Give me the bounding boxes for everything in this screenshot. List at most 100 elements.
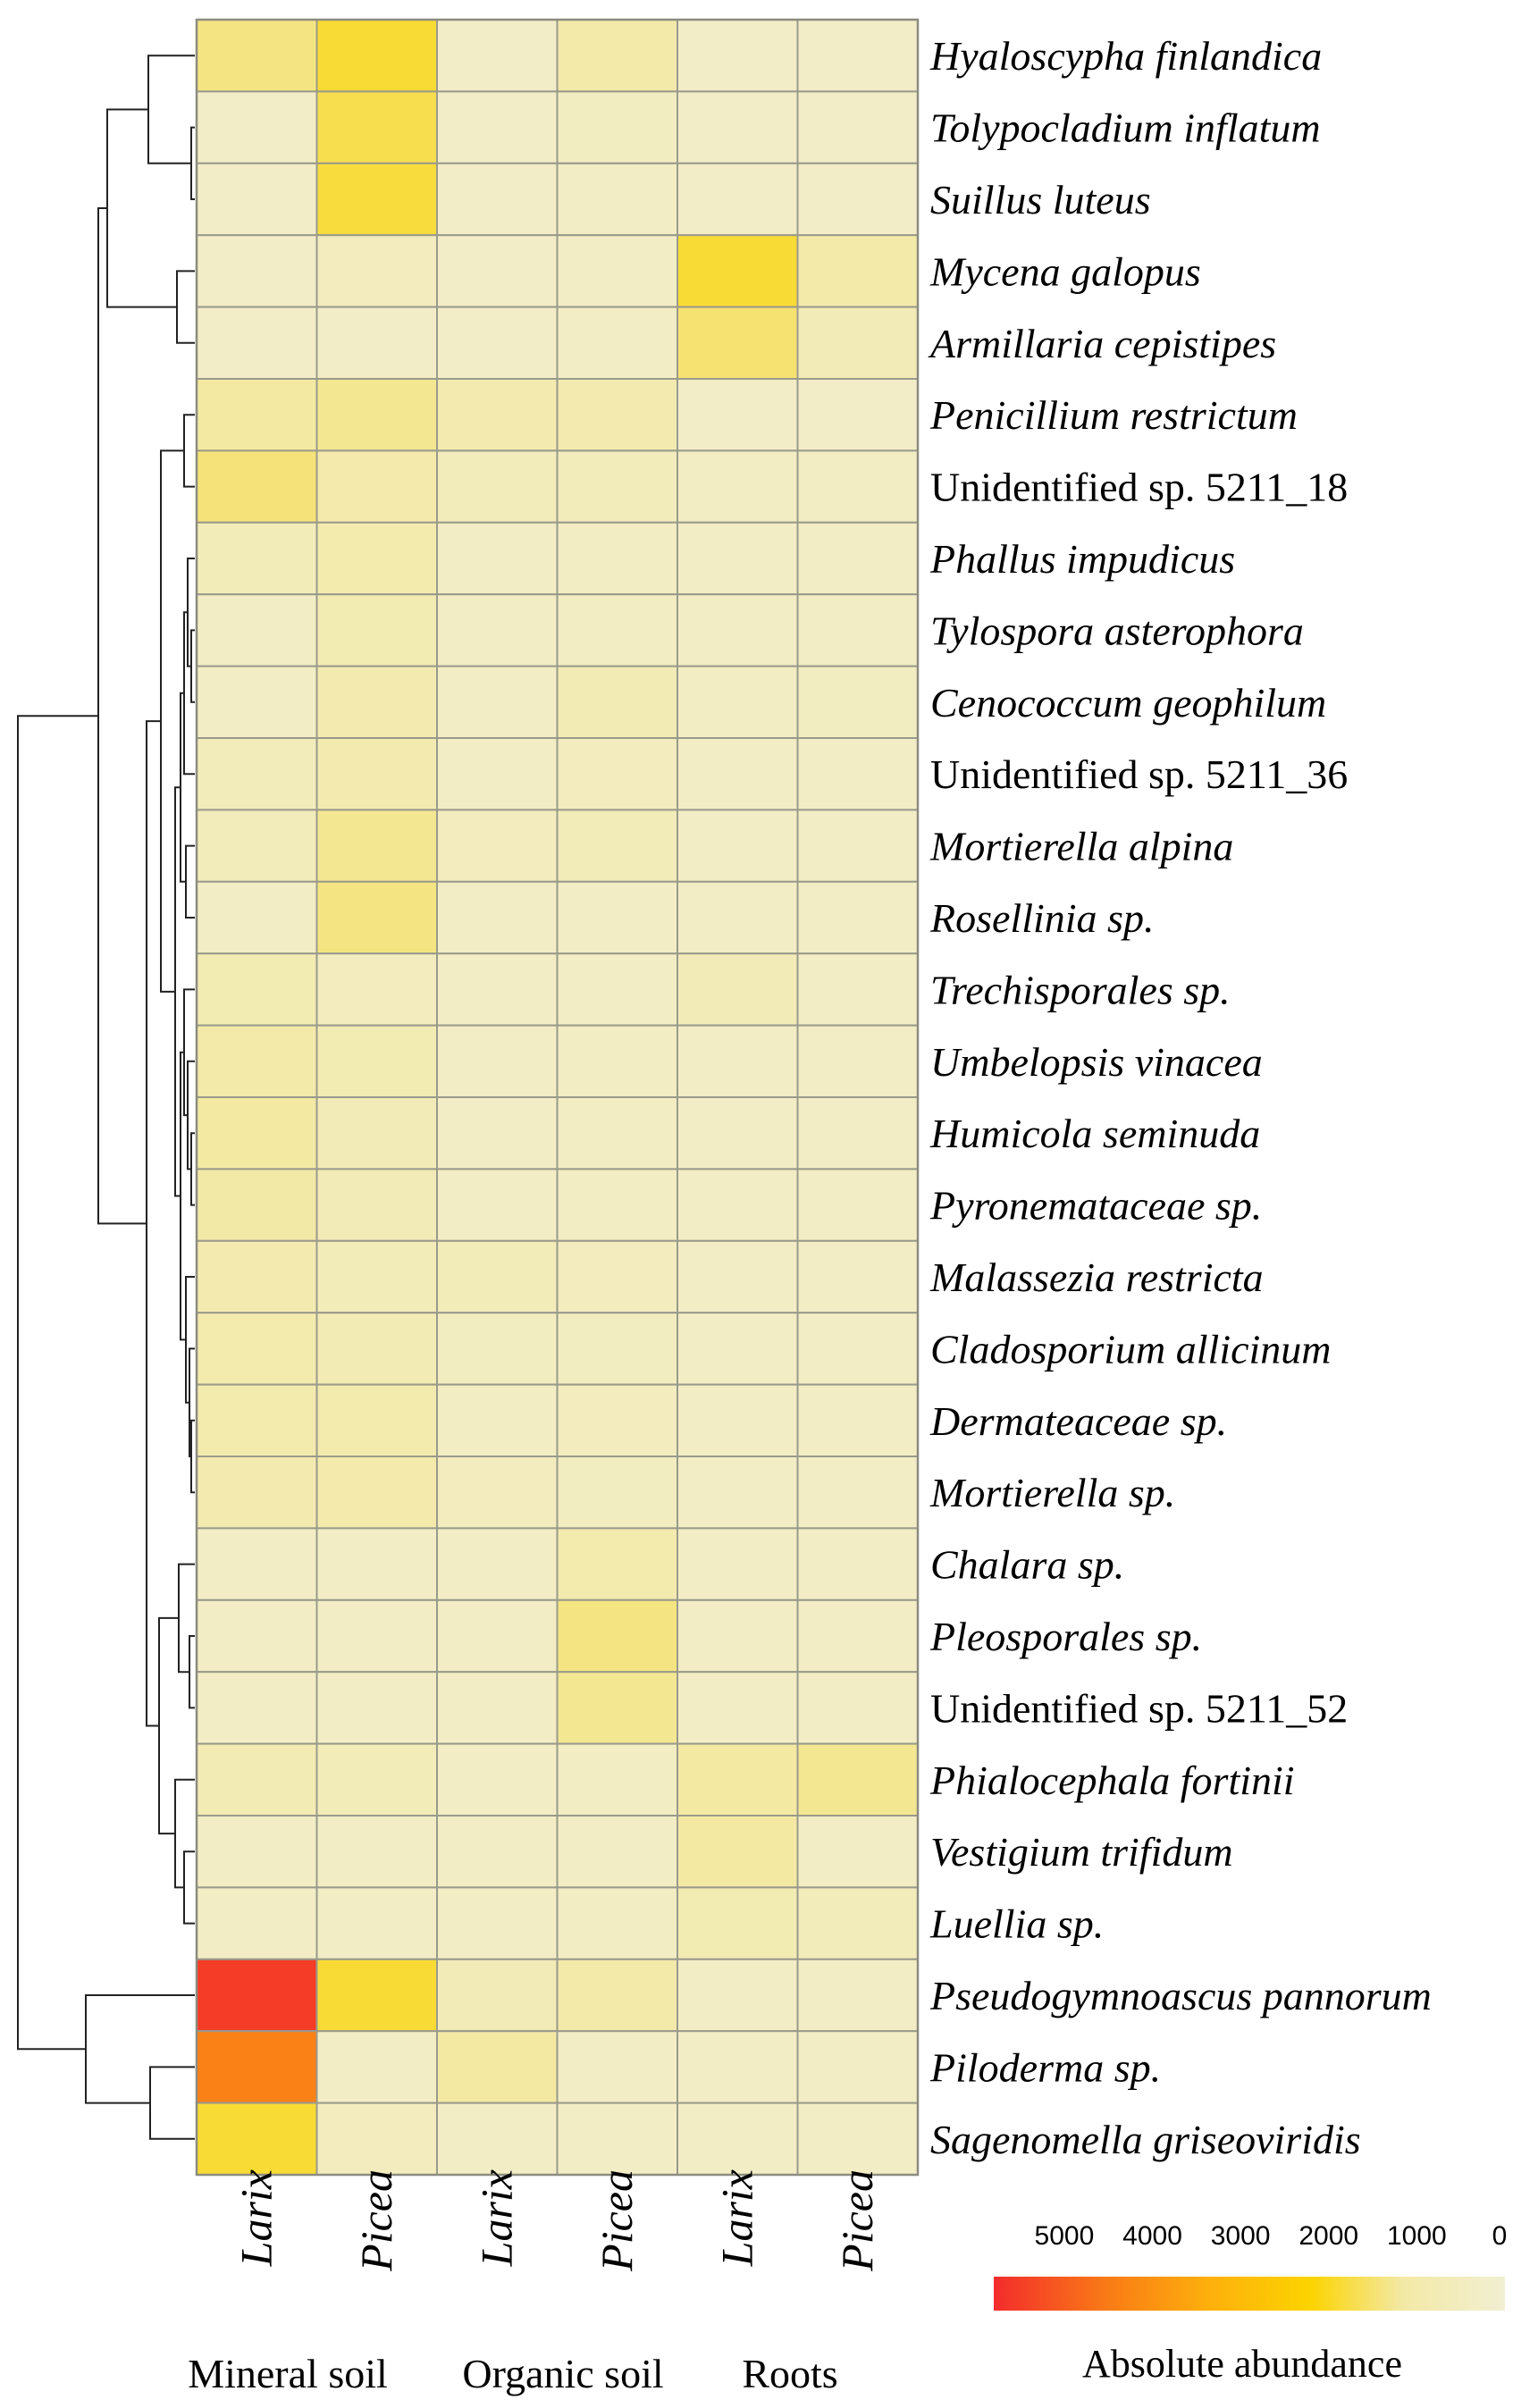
heatmap-cell-luellia-sp-col4 xyxy=(556,1886,678,1960)
heatmap-cell-mortierella-sp-col1 xyxy=(196,1456,318,1530)
heatmap-cell-cladosporium-allicinum-col5 xyxy=(677,1312,799,1386)
column-label-2-picea: Picea xyxy=(351,2169,401,2272)
heatmap-cell-unidentified-sp-5211-36-col5 xyxy=(677,737,799,811)
heatmap-cell-mortierella-alpina-col1 xyxy=(196,809,318,883)
row-label-vestigium-trifidum: Vestigium trifidum xyxy=(930,1829,1233,1875)
heatmap-cell-phallus-impudicus-col2 xyxy=(315,521,438,596)
heatmap-cell-mortierella-sp-col4 xyxy=(556,1456,678,1530)
dendrogram-link-n1112 xyxy=(185,844,195,919)
heatmap-cell-tolypocladium-inflatum-col5 xyxy=(677,90,799,164)
dendrogram-link-nF xyxy=(146,720,161,1727)
heatmap-cell-humicola-seminuda-col4 xyxy=(556,1096,678,1170)
heatmap-cell-malassezia-restricta-col2 xyxy=(315,1239,438,1314)
dendrogram-link-n2223 xyxy=(189,1635,195,1709)
heatmap-cell-chalara-sp-col3 xyxy=(436,1527,559,1601)
heatmap-cell-mycena-galopus-col1 xyxy=(196,234,318,308)
heatmap-cell-humicola-seminuda-col2 xyxy=(315,1096,438,1170)
row-label-tylospora-asterophora: Tylospora asterophora xyxy=(930,608,1304,653)
row-label-umbelopsis-vinacea: Umbelopsis vinacea xyxy=(930,1039,1263,1085)
heatmap-cell-mycena-galopus-col3 xyxy=(436,234,559,308)
heatmap-cell-rosellinia-sp-col3 xyxy=(436,880,559,955)
heatmap-cell-trechisporales-sp-col3 xyxy=(436,952,559,1027)
heatmap-cell-dermateaceae-sp-col3 xyxy=(436,1383,559,1457)
heatmap-cell-pseudogymnoascus-pannorum-col5 xyxy=(677,1958,799,2033)
heatmap-cell-umbelopsis-vinacea-col3 xyxy=(436,1024,559,1098)
legend-title: Absolute abundance xyxy=(1082,2342,1402,2386)
heatmap-cell-penicillium-restrictum-col1 xyxy=(196,378,318,452)
row-label-hyaloscypha-finlandica: Hyaloscypha finlandica xyxy=(929,33,1322,79)
heatmap-cell-luellia-sp-col3 xyxy=(436,1886,559,1960)
heatmap-cell-chalara-sp-col2 xyxy=(315,1527,438,1601)
heatmap-cell-hyaloscypha-finlandica-col2 xyxy=(315,19,438,93)
heatmap-cell-hyaloscypha-finlandica-col3 xyxy=(436,19,559,93)
heatmap-cell-dermateaceae-sp-col2 xyxy=(315,1383,438,1457)
group-label-roots: Roots xyxy=(742,2351,837,2396)
heatmap-cell-unidentified-sp-5211-52-col3 xyxy=(436,1671,559,1745)
heatmap-cell-unidentified-sp-5211-52-col2 xyxy=(315,1671,438,1745)
heatmap-cell-trechisporales-sp-col2 xyxy=(315,952,438,1027)
heatmap-cell-penicillium-restrictum-col2 xyxy=(315,378,438,452)
heatmap-cell-unidentified-sp-5211-52-col5 xyxy=(677,1671,799,1745)
heatmap-cell-cenococcum-geophilum-col6 xyxy=(796,665,919,739)
dendrogram-link-root xyxy=(17,715,98,2051)
column-label-6-picea: Picea xyxy=(832,2169,882,2272)
heatmap-cell-penicillium-restrictum-col3 xyxy=(436,378,559,452)
heatmap-cell-mycena-galopus-col2 xyxy=(315,234,438,308)
heatmap-cell-humicola-seminuda-col5 xyxy=(677,1096,799,1170)
dendrogram-link-nA xyxy=(147,55,195,164)
row-label-dermateaceae-sp: Dermateaceae sp. xyxy=(929,1398,1227,1444)
heatmap-cell-tylospora-asterophora-col6 xyxy=(796,593,919,667)
heatmap-cell-unidentified-sp-5211-36-col6 xyxy=(796,737,919,811)
heatmap-cell-hyaloscypha-finlandica-col5 xyxy=(677,19,799,93)
row-dendrogram xyxy=(17,55,195,2140)
heatmap-cell-umbelopsis-vinacea-col2 xyxy=(315,1024,438,1098)
column-label-4-picea: Picea xyxy=(592,2169,642,2272)
dendrogram-link-n89 xyxy=(190,629,195,703)
row-label-mortierella-alpina: Mortierella alpina xyxy=(929,824,1233,869)
heatmap-cell-sagenomella-griseoviridis-col4 xyxy=(556,2102,678,2177)
dendrogram-link-n12 xyxy=(190,126,195,200)
heatmap-cell-hyaloscypha-finlandica-col1 xyxy=(196,19,318,93)
heatmap-cell-pleosporales-sp-col1 xyxy=(196,1598,318,1674)
heatmap-cell-cenococcum-geophilum-col3 xyxy=(436,665,559,739)
row-label-luellia-sp: Luellia sp. xyxy=(929,1901,1104,1947)
heatmap-cell-tolypocladium-inflatum-col2 xyxy=(315,90,438,164)
heatmap-cell-sagenomella-griseoviridis-col3 xyxy=(436,2102,559,2177)
heatmap-cell-mortierella-sp-col3 xyxy=(436,1456,559,1530)
heatmap-cell-pseudogymnoascus-pannorum-col1 xyxy=(196,1958,318,2033)
heatmap-cell-malassezia-restricta-col4 xyxy=(556,1239,678,1314)
dendrogram-link-n13c xyxy=(183,988,195,1117)
heatmap-cell-cenococcum-geophilum-col1 xyxy=(196,665,318,739)
heatmap-cell-hyaloscypha-finlandica-col4 xyxy=(556,19,678,93)
heatmap-cell-tylospora-asterophora-col1 xyxy=(196,593,318,667)
heatmap-cell-luellia-sp-col2 xyxy=(315,1886,438,1960)
group-label-mineral-soil: Mineral soil xyxy=(188,2351,388,2396)
heatmap-cell-rosellinia-sp-col6 xyxy=(796,880,919,955)
row-label-unidentified-sp-5211-52: Unidentified sp. 5211_52 xyxy=(930,1685,1348,1731)
heatmap-cell-suillus-luteus-col1 xyxy=(196,162,318,237)
heatmap-cell-penicillium-restrictum-col4 xyxy=(556,378,678,452)
heatmap-cell-rosellinia-sp-col5 xyxy=(677,880,799,955)
legend-color-bar xyxy=(994,2277,1505,2311)
row-label-phallus-impudicus: Phallus impudicus xyxy=(929,536,1235,582)
row-label-sagenomella-griseoviridis: Sagenomella griseoviridis xyxy=(930,2117,1361,2162)
row-label-cenococcum-geophilum: Cenococcum geophilum xyxy=(930,680,1326,726)
heatmap-cell-pseudogymnoascus-pannorum-col2 xyxy=(315,1958,438,2033)
row-label-piloderma-sp: Piloderma sp. xyxy=(929,2044,1161,2090)
row-label-tolypocladium-inflatum: Tolypocladium inflatum xyxy=(930,105,1321,151)
heatmap-cell-trechisporales-sp-col5 xyxy=(677,952,799,1027)
dendrogram-link-n21c xyxy=(178,1563,195,1674)
heatmap-cell-rosellinia-sp-col2 xyxy=(315,880,438,955)
heatmap-cell-sagenomella-griseoviridis-col6 xyxy=(796,2102,919,2177)
heatmap-cell-pleosporales-sp-col2 xyxy=(315,1598,438,1674)
column-label-1-larix: Larix xyxy=(231,2169,281,2267)
heatmap-cell-phallus-impudicus-col3 xyxy=(436,521,559,596)
heatmap-cell-phialocephala-fortinii-col5 xyxy=(677,1742,799,1816)
heatmap-cell-mortierella-sp-col2 xyxy=(315,1456,438,1530)
heatmap-cell-unidentified-sp-5211-36-col3 xyxy=(436,737,559,811)
row-label-suillus-luteus: Suillus luteus xyxy=(930,177,1151,222)
heatmap-cell-suillus-luteus-col2 xyxy=(315,162,438,237)
heatmap-cell-pyronemataceae-sp-col3 xyxy=(436,1168,559,1242)
heatmap-cell-cladosporium-allicinum-col3 xyxy=(436,1312,559,1386)
